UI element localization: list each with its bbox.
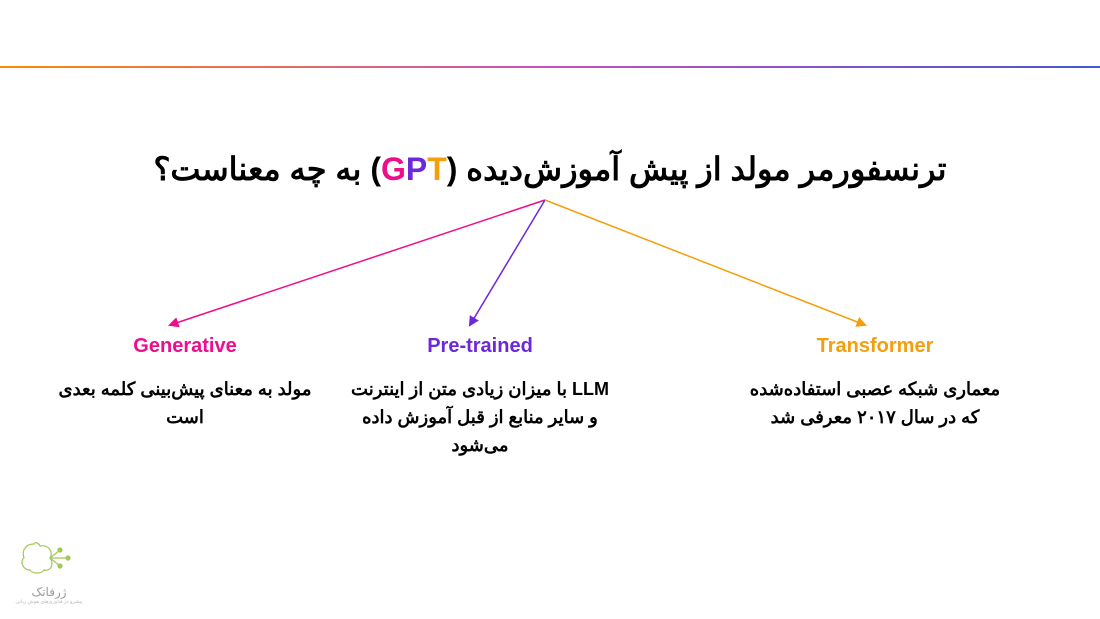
brand-logo: ژرفاتک پیشرو در فناوری‌های هوش زبانی <box>14 538 84 605</box>
column-title-pretrained: Pre-trained <box>350 335 610 358</box>
top-divider <box>0 66 1100 68</box>
arrows <box>0 0 1100 619</box>
brain-icon <box>14 538 84 578</box>
column-pretrained: Pre-trained LLM با میزان زیادی متن از ای… <box>350 335 610 460</box>
column-desc-pretrained: LLM با میزان زیادی متن از اینترنت و سایر… <box>350 376 610 460</box>
column-desc-generative: مولد به معنای پیش‌بینی کلمه بعدی است <box>55 376 315 432</box>
title-suffix: ) به چه معناست؟ <box>153 151 381 187</box>
column-desc-transformer: معماری شبکه عصبی استفاده‌شده که در سال ۲… <box>745 376 1005 432</box>
column-title-generative: Generative <box>55 335 315 358</box>
brand-tagline: پیشرو در فناوری‌های هوش زبانی <box>14 599 84 605</box>
arrow-to-pretrained <box>470 200 545 325</box>
column-generative: Generative مولد به معنای پیش‌بینی کلمه ب… <box>55 335 315 432</box>
title-letter-t: T <box>427 151 447 187</box>
slide-title: ترنسفورمر مولد از پیش آموزش‌دیده ( GPT ) ب… <box>0 150 1100 188</box>
arrow-to-transformer <box>545 200 865 325</box>
title-letter-p: P <box>406 151 427 187</box>
arrow-to-generative <box>170 200 545 325</box>
brand-name: ژرفاتک <box>14 585 84 599</box>
title-prefix: ترنسفورمر مولد از پیش آموزش‌دیده ( <box>447 151 947 187</box>
column-title-transformer: Transformer <box>745 335 1005 358</box>
title-letter-g: G <box>381 151 406 187</box>
column-transformer: Transformer معماری شبکه عصبی استفاده‌شده… <box>745 335 1005 432</box>
